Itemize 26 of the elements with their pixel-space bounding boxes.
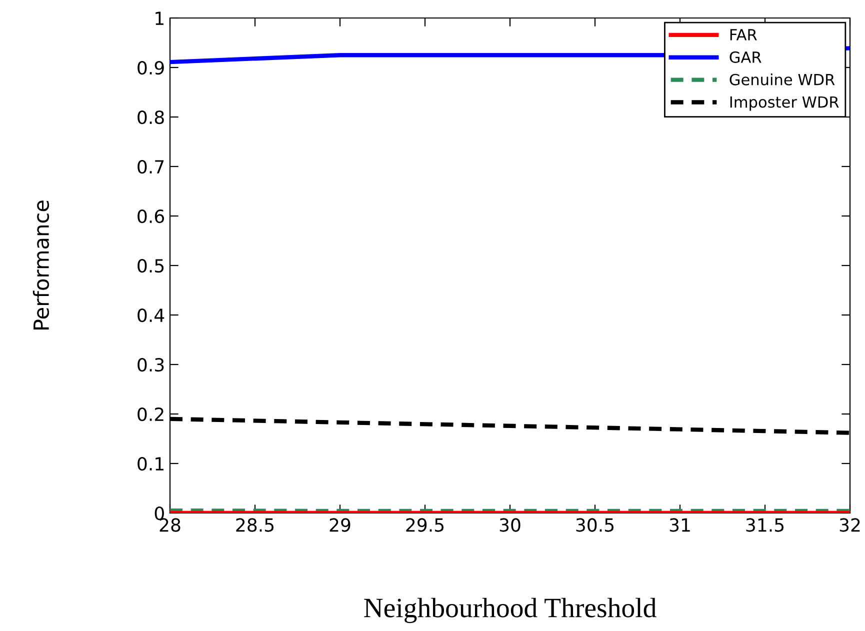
legend-label: Imposter WDR [730,96,839,111]
x-tick-label: 32 [840,518,860,532]
x-tick-label: 28.5 [236,518,274,532]
y-tick-label: 0 [154,506,164,520]
x-tick-label: 31 [670,518,690,532]
x-tick-label: 28 [160,518,180,532]
x-axis-title: Neighbourhood Threshold [364,598,656,624]
y-tick-label: 0.8 [138,110,164,124]
y-tick-label: 0.6 [138,209,164,224]
x-tick-label: 30 [500,518,520,532]
legend-label: FAR [730,29,757,40]
legend-label: Genuine WDR [730,74,835,86]
y-tick-label: 0.2 [138,407,164,422]
x-tick-label: 29 [330,518,350,532]
y-axis-title: Performance [32,200,50,330]
y-tick-label: 0.5 [138,258,164,273]
legend-label: GAR [730,51,762,63]
y-tick-label: 0.7 [138,160,164,174]
x-tick-label: 30.5 [576,518,614,532]
x-tick-label: 31.5 [746,518,784,532]
y-tick-label: 0.1 [138,456,164,471]
y-tick-label: 0.3 [138,358,164,372]
x-tick-label: 29.5 [406,518,444,532]
y-tick-label: 0.4 [138,308,164,322]
y-tick-label: 1 [156,12,164,25]
y-tick-label: 0.9 [138,60,164,75]
